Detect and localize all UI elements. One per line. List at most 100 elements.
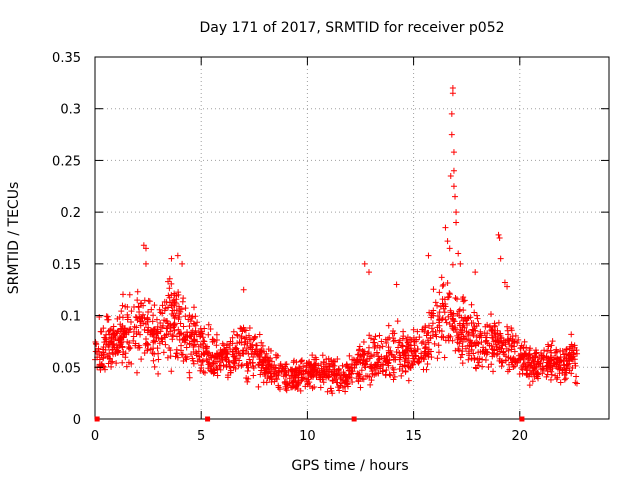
data-point <box>222 354 229 361</box>
data-point <box>459 360 466 367</box>
data-point <box>470 327 477 334</box>
data-point <box>232 356 239 363</box>
data-point <box>186 341 193 348</box>
data-point <box>521 338 528 345</box>
data-point <box>138 356 145 363</box>
data-point <box>168 255 175 262</box>
data-point <box>449 315 456 322</box>
data-point <box>105 360 112 367</box>
data-point <box>277 361 284 368</box>
data-point <box>124 338 131 345</box>
data-point <box>256 359 263 366</box>
data-point <box>467 339 474 346</box>
y-tick-label: 0.05 <box>52 361 81 376</box>
data-point <box>155 356 162 363</box>
data-point <box>285 368 292 375</box>
data-point <box>498 359 505 366</box>
data-point <box>423 332 430 339</box>
data-point <box>220 342 227 349</box>
data-point <box>323 356 330 363</box>
data-point <box>398 372 405 379</box>
data-point <box>113 360 120 367</box>
data-point <box>123 363 130 370</box>
data-point <box>455 250 462 257</box>
data-point <box>232 345 239 352</box>
data-point <box>370 339 377 346</box>
data-point <box>453 296 460 303</box>
data-point <box>149 331 156 338</box>
data-point <box>549 365 556 372</box>
data-point <box>159 302 166 309</box>
data-point <box>118 339 125 346</box>
data-point <box>207 367 214 374</box>
data-point <box>144 318 151 325</box>
data-point <box>510 363 517 370</box>
data-point <box>421 356 428 363</box>
data-point <box>411 342 418 349</box>
data-point <box>288 367 295 374</box>
data-point <box>127 345 134 352</box>
data-point <box>531 350 538 357</box>
data-point <box>150 339 157 346</box>
data-point <box>166 285 173 292</box>
data-point <box>233 331 240 338</box>
data-point <box>158 336 165 343</box>
data-point <box>425 339 432 346</box>
data-point <box>485 363 492 370</box>
axis-marker <box>94 416 100 422</box>
data-point <box>371 344 378 351</box>
data-point <box>108 359 115 366</box>
data-point <box>179 298 186 305</box>
data-point <box>463 336 470 343</box>
data-point <box>408 345 415 352</box>
data-point <box>127 318 134 325</box>
data-point <box>422 348 429 355</box>
data-point <box>409 361 416 368</box>
data-point <box>434 312 441 319</box>
data-point <box>106 350 113 357</box>
data-point <box>237 325 244 332</box>
data-point <box>361 352 368 359</box>
data-point <box>429 320 436 327</box>
data-point <box>198 362 205 369</box>
data-point <box>504 283 511 290</box>
data-point <box>539 370 546 377</box>
data-point <box>243 362 250 369</box>
data-point <box>425 252 432 259</box>
data-point <box>565 363 572 370</box>
data-point <box>342 388 349 395</box>
data-point <box>460 307 467 314</box>
data-point <box>187 318 194 325</box>
data-point <box>468 346 475 353</box>
x-tick-label: 20 <box>512 429 529 444</box>
data-point <box>324 366 331 373</box>
data-point <box>167 347 174 354</box>
data-point <box>367 381 374 388</box>
data-point <box>175 289 182 296</box>
data-point <box>561 376 568 383</box>
data-point <box>180 358 187 365</box>
data-point <box>256 356 263 363</box>
data-point <box>457 354 464 361</box>
data-point <box>282 365 289 372</box>
data-point <box>240 286 247 293</box>
data-point <box>328 357 335 364</box>
data-point <box>183 356 190 363</box>
data-point <box>559 347 566 354</box>
data-point <box>453 219 460 226</box>
data-point <box>170 332 177 339</box>
data-point <box>465 356 472 363</box>
data-point <box>497 255 504 262</box>
data-point <box>450 167 457 174</box>
data-point <box>383 366 390 373</box>
data-point <box>390 366 397 373</box>
data-point <box>573 347 580 354</box>
data-point <box>475 359 482 366</box>
data-point <box>518 365 525 372</box>
data-point <box>246 325 253 332</box>
data-point <box>180 331 187 338</box>
data-point <box>116 333 123 340</box>
data-point <box>201 369 208 376</box>
data-point <box>140 311 147 318</box>
data-point <box>568 370 575 377</box>
